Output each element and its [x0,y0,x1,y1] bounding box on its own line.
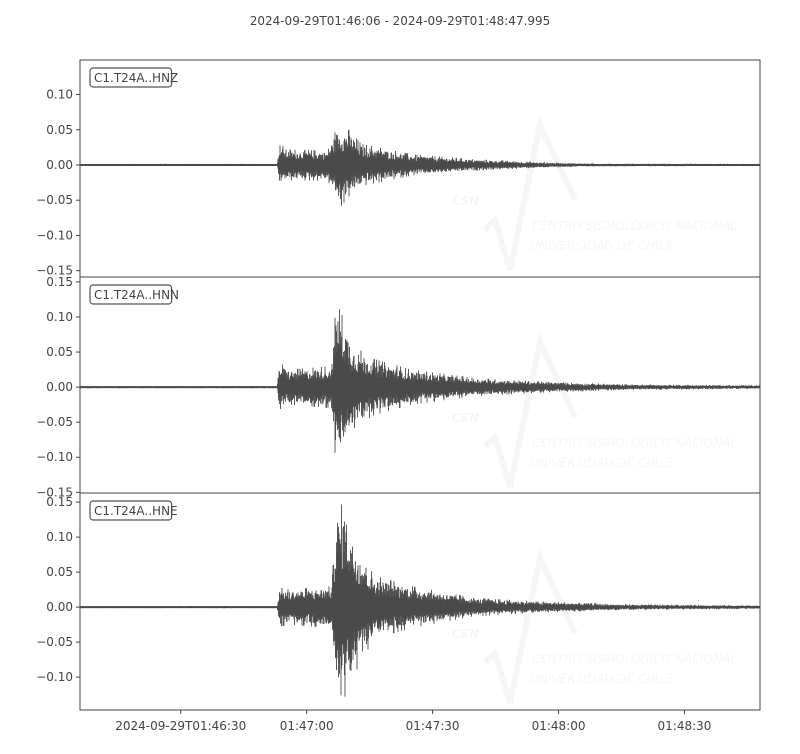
y-tick-label: 0.10 [46,530,73,544]
trace-panel-hnz: CSN CENTRO SISMOLÓGICO NACIONAL UNIVERSIDA… [36,59,761,278]
trace-label-box [89,284,173,305]
y-tick-label: −0.15 [36,264,73,278]
csn-watermark: CSN CENTRO SISMOLÓGICO NACIONAL UNIVERSIDA… [452,558,737,703]
y-tick-label: 0.10 [46,88,73,102]
csn-watermark: CSN CENTRO SISMOLÓGICO NACIONAL UNIVERSIDA… [452,125,737,270]
y-tick-label: 0.05 [46,565,73,579]
watermark-logo-text: CSN [452,627,479,641]
watermark-line1: CENTRO SISMOLÓGICO NACIONAL [532,651,737,666]
trace-panel-hnn: CSN CENTRO SISMOLÓGICO NACIONAL UNIVERSIDA… [36,275,761,499]
y-tick-label: 0.00 [46,600,73,614]
trace-label-box [89,500,173,521]
trace-label-text: C1.T24A..HNN [94,288,179,302]
x-tick-label: 01:48:30 [658,719,712,733]
trace-label-text: C1.T24A..HNZ [94,71,178,85]
y-tick-label: −0.10 [36,670,73,684]
waveform-trace [79,504,760,697]
x-axis: 2024-09-29T01:46:30 01:47:00 01:47:30 01:48… [115,710,711,733]
trace-label-box [89,67,173,88]
y-tick-label: 0.10 [46,310,73,324]
y-tick-label: −0.05 [36,415,73,429]
y-tick-label: 0.05 [46,345,73,359]
trace-label-text: C1.T24A..HNE [94,504,178,518]
waveform-trace [79,309,760,453]
x-tick-label: 01:48:00 [532,719,586,733]
watermark-line1: CENTRO SISMOLÓGICO NACIONAL [532,218,737,233]
chart-title: 2024-09-29T01:46:06 - 2024-09-29T01:48:4… [250,14,551,28]
y-tick-label: −0.05 [36,193,73,207]
watermark-logo-text: CSN [452,194,479,208]
y-tick-label: −0.10 [36,228,73,242]
panel-frame [79,492,761,711]
trace-panel-hne: CSN CENTRO SISMOLÓGICO NACIONAL UNIVERSIDA… [36,492,761,711]
x-tick-label: 01:47:30 [406,719,460,733]
trace-label: C1.T24A..HNE [89,500,178,521]
y-tick-label: 0.15 [46,495,73,509]
csn-watermark: CSN CENTRO SISMOLÓGICO NACIONAL UNIVERSIDA… [452,342,737,487]
y-tick-label: −0.10 [36,450,73,464]
watermark-line2: UNIVERSIDAD DE CHILE [530,456,673,470]
watermark-logo-text: CSN [452,411,479,425]
y-tick-label: 0.00 [46,380,73,394]
y-tick-label: −0.05 [36,635,73,649]
watermark-line2: UNIVERSIDAD DE CHILE [530,239,673,253]
watermark-line1: CENTRO SISMOLÓGICO NACIONAL [532,435,737,450]
x-tick-label: 2024-09-29T01:46:30 [115,719,246,733]
y-tick-label: 0.15 [46,275,73,289]
trace-label: C1.T24A..HNZ [89,67,178,88]
watermark-line2: UNIVERSIDAD DE CHILE [530,672,673,686]
waveform-trace [79,129,760,206]
x-tick-label: 01:47:00 [280,719,334,733]
trace-label: C1.T24A..HNN [89,284,179,305]
y-tick-label: −0.15 [36,485,73,499]
y-tick-label: 0.00 [46,158,73,172]
y-tick-label: 0.05 [46,123,73,137]
